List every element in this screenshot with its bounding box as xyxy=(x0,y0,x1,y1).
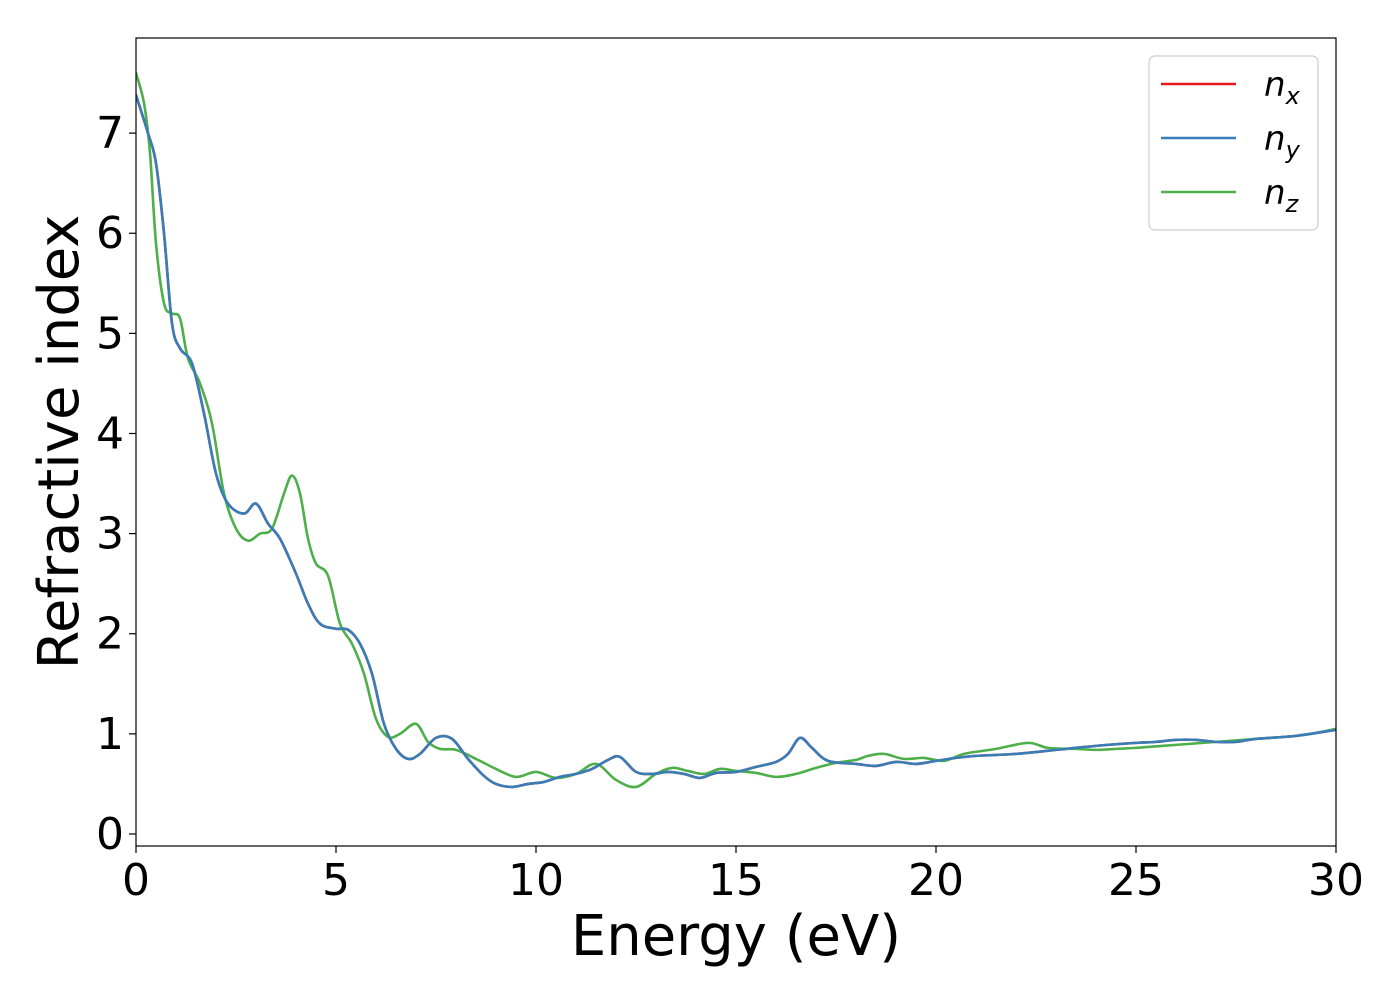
y-axis-label: Refractive index xyxy=(27,215,92,670)
series-line-ny xyxy=(136,93,1336,789)
x-axis-ticks: 0 5 10 15 20 25 30 xyxy=(122,846,1364,906)
x-tick-label: 10 xyxy=(508,855,564,906)
legend-label-nz: nz xyxy=(1264,173,1300,218)
x-tick-label: 25 xyxy=(1108,855,1164,906)
y-tick-label: 2 xyxy=(96,609,124,660)
legend-label-symbol: n xyxy=(1264,65,1286,105)
y-tick-label: 6 xyxy=(96,208,124,259)
legend-label-symbol: n xyxy=(1264,173,1286,213)
legend-label-subscript: x xyxy=(1285,82,1301,110)
series-layer xyxy=(136,71,1336,789)
x-tick-label: 0 xyxy=(122,855,150,906)
legend-label-subscript: z xyxy=(1285,190,1300,218)
legend-label-subscript: y xyxy=(1285,136,1301,164)
legend-label-symbol: n xyxy=(1264,119,1286,159)
y-tick-label: 4 xyxy=(96,408,124,459)
y-tick-label: 3 xyxy=(96,509,124,560)
legend-label-ny: ny xyxy=(1264,119,1301,164)
x-tick-label: 20 xyxy=(908,855,964,906)
y-tick-label: 1 xyxy=(96,709,124,760)
legend-label-nx: nx xyxy=(1264,65,1301,110)
y-tick-label: 7 xyxy=(96,108,124,159)
y-tick-label: 5 xyxy=(96,308,124,359)
x-tick-label: 5 xyxy=(322,855,350,906)
legend-box xyxy=(1148,55,1319,231)
x-tick-label: 30 xyxy=(1308,855,1364,906)
x-axis-label: Energy (eV) xyxy=(571,904,901,969)
plot-area xyxy=(136,38,1336,846)
y-axis-ticks: 0 1 2 3 4 5 6 7 xyxy=(96,108,136,860)
x-tick-label: 15 xyxy=(708,855,764,906)
y-tick-label: 0 xyxy=(96,809,124,860)
